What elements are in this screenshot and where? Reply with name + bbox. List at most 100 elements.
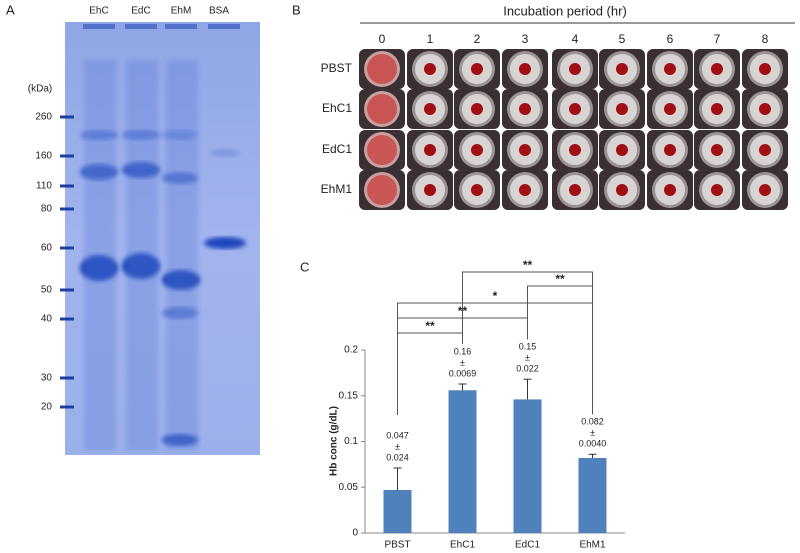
panel-label: A [6, 2, 15, 17]
pellet [664, 63, 676, 75]
pellet [519, 144, 531, 156]
bar [383, 489, 412, 533]
value-label: 0.0069 [449, 368, 477, 378]
gel-smear [126, 60, 158, 450]
pellet [424, 103, 436, 115]
pellet [424, 144, 436, 156]
pellet [424, 63, 436, 75]
pellet [616, 103, 628, 115]
y-tick-label: 0 [352, 528, 358, 539]
x-tick-label: EdC1 [515, 540, 540, 551]
marker-label: 60 [41, 243, 53, 254]
pellet [471, 184, 483, 196]
error-bar [458, 383, 467, 391]
marker-label: 80 [41, 204, 53, 215]
pellet [711, 144, 723, 156]
marker-label: 30 [41, 373, 53, 384]
panel-label: C [300, 259, 309, 274]
error-bar [588, 453, 597, 458]
well [367, 135, 397, 165]
pellet [471, 103, 483, 115]
pellet [519, 103, 531, 115]
value-label: 0.024 [386, 452, 409, 462]
marker-label: 40 [41, 314, 53, 325]
value-label: 0.022 [516, 364, 539, 374]
pellet [759, 144, 771, 156]
lane-label: EhM [171, 6, 192, 17]
pellet [569, 63, 581, 75]
pellet [759, 184, 771, 196]
value-label: ± [460, 357, 465, 367]
well [367, 175, 397, 205]
gel-well [208, 24, 240, 29]
y-tick-label: 0.05 [339, 482, 359, 493]
pellet [616, 184, 628, 196]
gel-band [210, 149, 240, 157]
error-bar [393, 467, 402, 490]
well [367, 94, 397, 124]
pellet [519, 184, 531, 196]
pellet [424, 184, 436, 196]
pellet [519, 63, 531, 75]
lane-label: EdC [131, 6, 150, 17]
pellet [616, 63, 628, 75]
bar [513, 399, 542, 533]
column-label: 4 [572, 32, 579, 46]
column-label: 5 [619, 32, 626, 46]
column-label: 6 [667, 32, 674, 46]
row-label: EdC1 [322, 142, 352, 156]
gel-smear [84, 60, 116, 450]
y-axis-label: Hb conc (g/dL) [329, 406, 340, 476]
value-label: 0.082 [581, 417, 604, 427]
pellet [759, 103, 771, 115]
column-label: 0 [379, 32, 386, 46]
lane-label: EhC [89, 6, 108, 17]
lane-label: BSA [209, 6, 229, 17]
error-bar [523, 378, 532, 400]
gel-band [204, 237, 246, 249]
gel-unit: (kDa) [28, 84, 52, 95]
value-label: ± [590, 428, 595, 438]
pellet [664, 103, 676, 115]
column-label: 3 [522, 32, 529, 46]
gel-smear [166, 60, 198, 450]
value-label: ± [525, 353, 530, 363]
row-label: EhM1 [321, 182, 353, 196]
panel-label: B [292, 2, 301, 17]
value-label: 0.047 [386, 430, 409, 440]
value-label: 0.15 [519, 342, 537, 352]
pellet [711, 103, 723, 115]
marker-label: 20 [41, 402, 53, 413]
marker-label: 50 [41, 285, 53, 296]
column-label: 8 [762, 32, 769, 46]
pellet [569, 103, 581, 115]
pellet [711, 184, 723, 196]
significance-bracket [462, 271, 593, 415]
y-tick-label: 0.2 [344, 345, 358, 356]
row-label: EhC1 [322, 101, 352, 115]
pellet [471, 63, 483, 75]
pellet [471, 144, 483, 156]
column-label: 1 [427, 32, 434, 46]
pellet [569, 184, 581, 196]
pellet [711, 63, 723, 75]
marker-label: 260 [35, 112, 52, 123]
significance-label: * [493, 289, 498, 303]
pellet [759, 63, 771, 75]
marker-label: 160 [35, 151, 52, 162]
x-tick-label: EhM1 [579, 540, 606, 551]
value-label: ± [395, 441, 400, 451]
bar [578, 457, 607, 533]
value-label: 0.16 [454, 346, 472, 356]
pellet [664, 144, 676, 156]
significance-label: ** [425, 319, 435, 333]
pellet [569, 144, 581, 156]
plate-title: Incubation period (hr) [503, 3, 627, 18]
row-label: PBST [321, 61, 353, 75]
gel-well [165, 24, 197, 29]
significance-label: ** [523, 258, 533, 272]
pellet [616, 144, 628, 156]
value-label: 0.0040 [579, 439, 607, 449]
gel-well [125, 24, 157, 29]
